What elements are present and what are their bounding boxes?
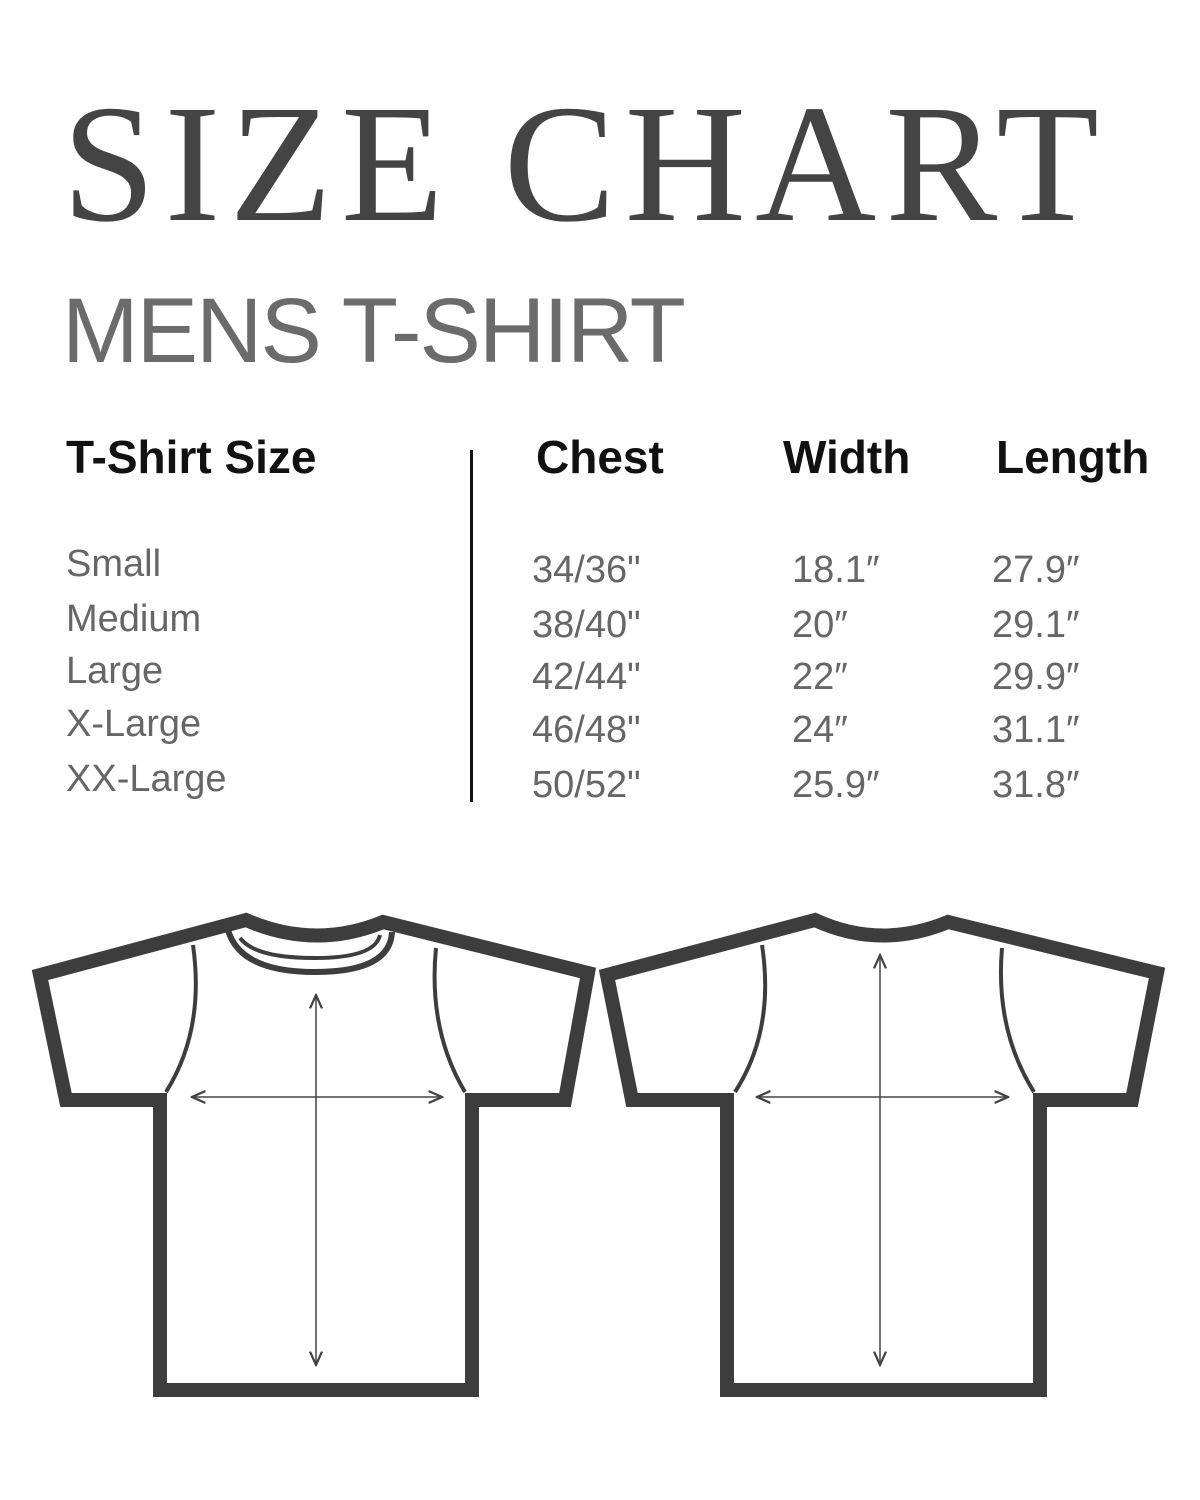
cell-chest: 46/48" [532, 709, 641, 751]
column-divider [470, 450, 473, 802]
front-shirt-outline [31, 912, 597, 1397]
cell-length: 29.1″ [992, 604, 1080, 646]
header-chest: Chest [536, 431, 664, 483]
cell-size: XX-Large [66, 758, 227, 800]
cell-chest: 42/44" [532, 656, 641, 698]
cell-length: 31.1″ [992, 709, 1080, 751]
page-subtitle: MENS T-SHIRT [62, 280, 686, 382]
cell-size: Medium [66, 598, 202, 640]
cell-width: 25.9″ [792, 764, 880, 806]
cell-chest: 34/36" [532, 549, 641, 591]
cell-length: 29.9″ [992, 656, 1080, 698]
header-length: Length [996, 431, 1150, 483]
cell-width: 20″ [792, 604, 848, 646]
shirt-diagrams [31, 912, 1166, 1397]
cell-size: Large [66, 650, 164, 692]
cell-width: 24″ [792, 709, 848, 751]
cell-length: 31.8″ [992, 764, 1080, 806]
cell-size: X-Large [66, 703, 202, 745]
header-width: Width [783, 431, 911, 483]
cell-chest: 38/40" [532, 604, 641, 646]
cell-width: 18.1″ [792, 549, 880, 591]
back-shirt-outline [598, 912, 1166, 1397]
cell-width: 22″ [792, 656, 848, 698]
header-size: T-Shirt Size [66, 431, 317, 483]
page-title: SIZE CHART [62, 71, 1108, 257]
cell-chest: 50/52" [532, 764, 641, 806]
cell-size: Small [66, 543, 162, 585]
cell-length: 27.9″ [992, 549, 1080, 591]
